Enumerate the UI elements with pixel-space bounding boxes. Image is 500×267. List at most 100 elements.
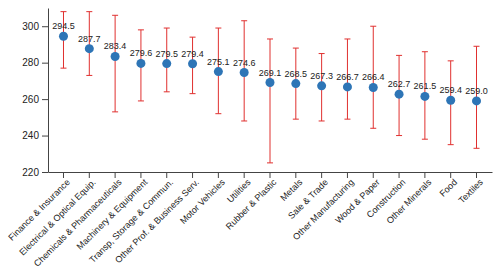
y-axis: 220 240 260 280 300 bbox=[22, 9, 48, 178]
error-cap-low bbox=[241, 120, 247, 121]
data-label: 279.4 bbox=[181, 49, 204, 59]
y-tick: 300 bbox=[22, 21, 48, 32]
y-tick-label: 220 bbox=[22, 167, 39, 178]
error-bar bbox=[112, 15, 118, 112]
error-cap-low bbox=[112, 111, 118, 112]
error-cap-low bbox=[293, 119, 299, 120]
point bbox=[395, 90, 404, 99]
x-tick-label: Food bbox=[438, 177, 460, 199]
y-tick-mark bbox=[42, 26, 48, 27]
error-line bbox=[115, 15, 116, 112]
x-tick: Rubber & Plastic bbox=[224, 172, 279, 232]
error-cap-low bbox=[370, 128, 376, 129]
error-cap-low bbox=[448, 144, 454, 145]
data-label: 268.5 bbox=[285, 69, 308, 79]
marks bbox=[59, 12, 481, 163]
x-tick: Other Minerals bbox=[384, 172, 433, 226]
point bbox=[369, 83, 378, 92]
point bbox=[472, 96, 481, 105]
error-cap-high bbox=[293, 48, 299, 49]
data-label: 259.4 bbox=[439, 85, 462, 95]
error-cap-high bbox=[319, 53, 325, 54]
point bbox=[85, 44, 94, 53]
data-label: 283.4 bbox=[104, 41, 127, 51]
error-cap-high bbox=[86, 11, 92, 12]
data-label: 294.5 bbox=[52, 21, 75, 31]
x-tick: Wood & Paper bbox=[333, 172, 381, 226]
point bbox=[188, 59, 197, 68]
chart: 220 240 260 280 300 Finance & InsuranceElectr… bbox=[0, 0, 500, 267]
error-cap-high bbox=[60, 11, 66, 12]
x-tick-label: Textiles bbox=[457, 177, 486, 206]
error-cap-high bbox=[241, 20, 247, 21]
point bbox=[136, 59, 145, 68]
data-label: 266.7 bbox=[336, 72, 359, 82]
y-tick-mark bbox=[42, 172, 48, 173]
error-cap-high bbox=[422, 51, 428, 52]
point bbox=[446, 96, 455, 105]
error-line bbox=[270, 39, 271, 163]
x-tick-label: Motor Vehicles bbox=[178, 177, 227, 226]
data-label: 266.4 bbox=[362, 72, 385, 82]
y-tick: 240 bbox=[22, 130, 48, 141]
point bbox=[420, 92, 429, 101]
error-cap-low bbox=[344, 119, 350, 120]
x-tick: Food bbox=[438, 172, 460, 199]
error-cap-high bbox=[138, 29, 144, 30]
error-cap-high bbox=[370, 26, 376, 27]
error-cap-high bbox=[215, 28, 221, 29]
y-tick-label: 260 bbox=[22, 94, 39, 105]
error-cap-low bbox=[396, 135, 402, 136]
y-tick-mark bbox=[42, 63, 48, 64]
error-cap-high bbox=[112, 15, 118, 16]
y-tick-label: 240 bbox=[22, 130, 39, 141]
point bbox=[162, 59, 171, 68]
error-cap-low bbox=[422, 139, 428, 140]
data-label: 267.3 bbox=[310, 71, 333, 81]
x-tick-label: Other Minerals bbox=[384, 177, 433, 226]
x-tick-label: Wood & Paper bbox=[333, 177, 381, 225]
error-cap-low bbox=[319, 120, 325, 121]
point bbox=[266, 78, 275, 87]
error-cap-high bbox=[190, 37, 196, 38]
point bbox=[111, 52, 120, 61]
error-cap-low bbox=[164, 91, 170, 92]
error-cap-high bbox=[267, 38, 273, 39]
error-cap-low bbox=[267, 162, 273, 163]
data-labels: 294.5287.7283.4279.6279.5279.4275.1274.6… bbox=[52, 21, 488, 96]
x-tick: Textiles bbox=[457, 172, 486, 205]
point bbox=[240, 68, 249, 77]
y-tick: 220 bbox=[22, 167, 48, 178]
y-tick-label: 280 bbox=[22, 57, 39, 68]
error-cap-high bbox=[396, 55, 402, 56]
y-tick: 280 bbox=[22, 57, 48, 68]
data-label: 287.7 bbox=[78, 34, 101, 44]
point bbox=[59, 32, 68, 41]
data-label: 279.5 bbox=[155, 49, 178, 59]
x-tick: Motor Vehicles bbox=[178, 172, 227, 226]
x-axis: Finance & InsuranceElectrical & Optical … bbox=[6, 172, 492, 267]
error-cap-high bbox=[344, 38, 350, 39]
point bbox=[291, 79, 300, 88]
data-label: 279.6 bbox=[130, 48, 153, 58]
error-cap-low bbox=[60, 68, 66, 69]
y-tick-mark bbox=[42, 136, 48, 137]
error-cap-low bbox=[215, 113, 221, 114]
error-cap-high bbox=[164, 28, 170, 29]
y-axis-line bbox=[48, 9, 49, 173]
data-label: 262.7 bbox=[388, 79, 411, 89]
data-label: 269.1 bbox=[259, 68, 282, 78]
error-cap-low bbox=[86, 75, 92, 76]
y-tick-mark bbox=[42, 99, 48, 100]
error-cap-high bbox=[448, 60, 454, 61]
data-label: 259.0 bbox=[465, 86, 488, 96]
y-tick: 260 bbox=[22, 94, 48, 105]
error-cap-low bbox=[190, 93, 196, 94]
data-label: 261.5 bbox=[414, 81, 437, 91]
x-tick-label: Rubber & Plastic bbox=[224, 177, 279, 232]
data-label: 275.1 bbox=[207, 57, 230, 67]
point bbox=[343, 82, 352, 91]
data-label: 274.6 bbox=[233, 58, 256, 68]
point bbox=[214, 67, 223, 76]
error-cap-low bbox=[138, 100, 144, 101]
